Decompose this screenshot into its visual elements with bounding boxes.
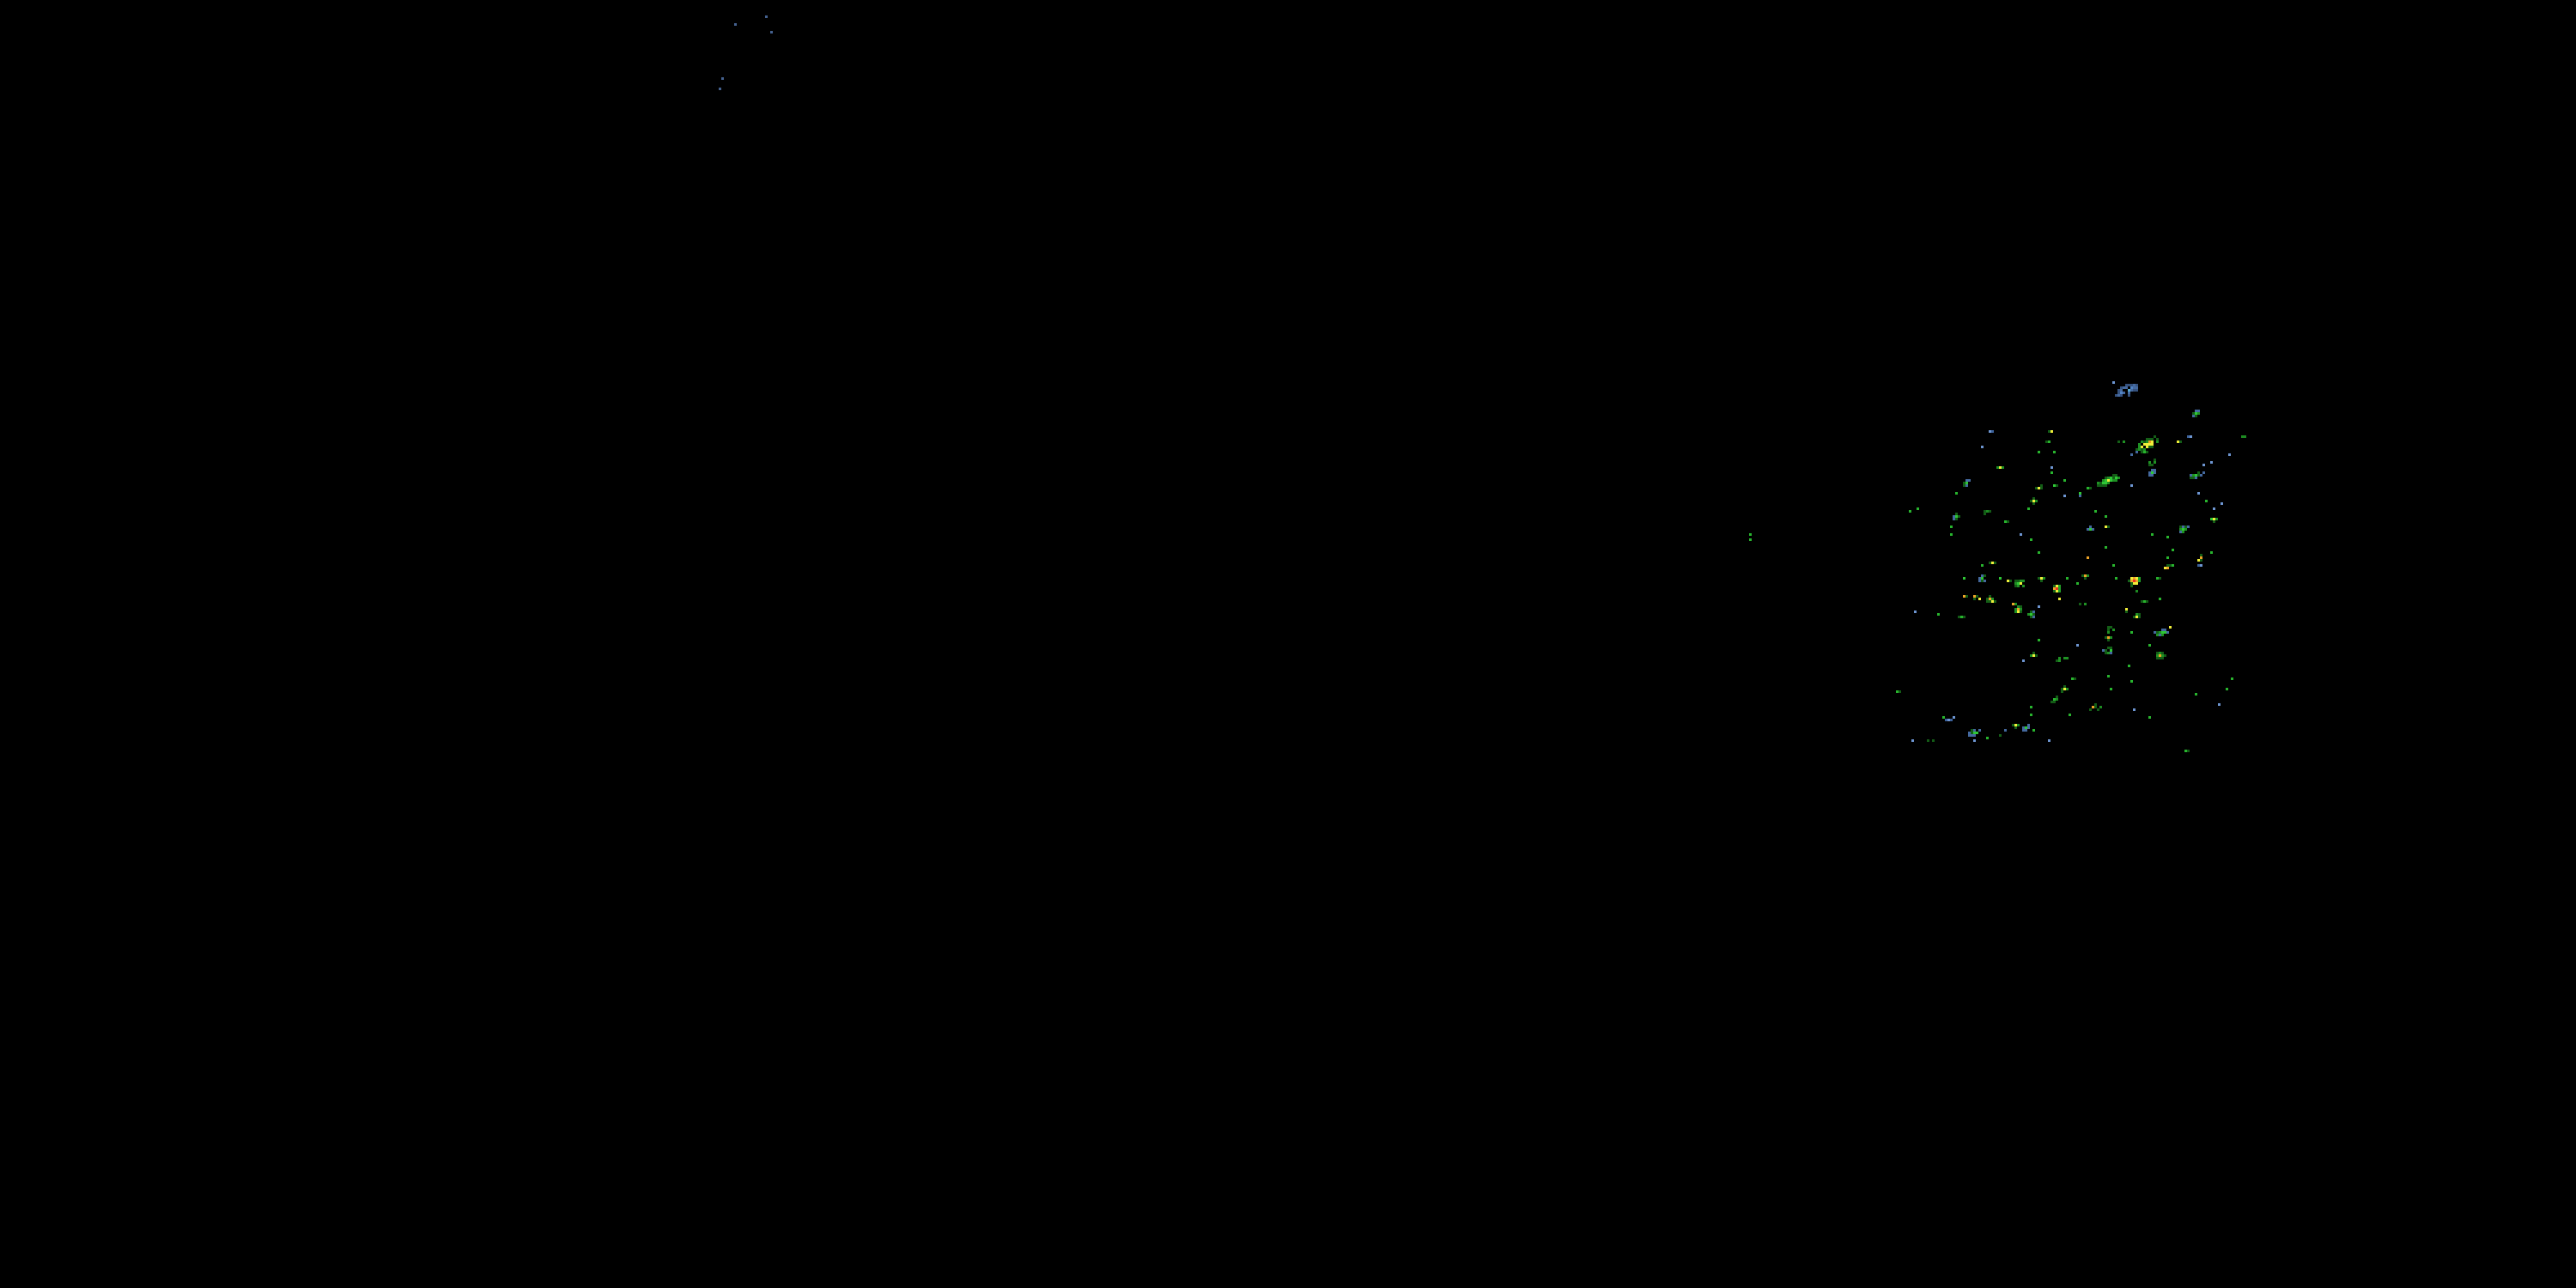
radar-reflectivity-canvas: [0, 0, 2576, 1288]
radar-viewport: [0, 0, 2576, 1288]
